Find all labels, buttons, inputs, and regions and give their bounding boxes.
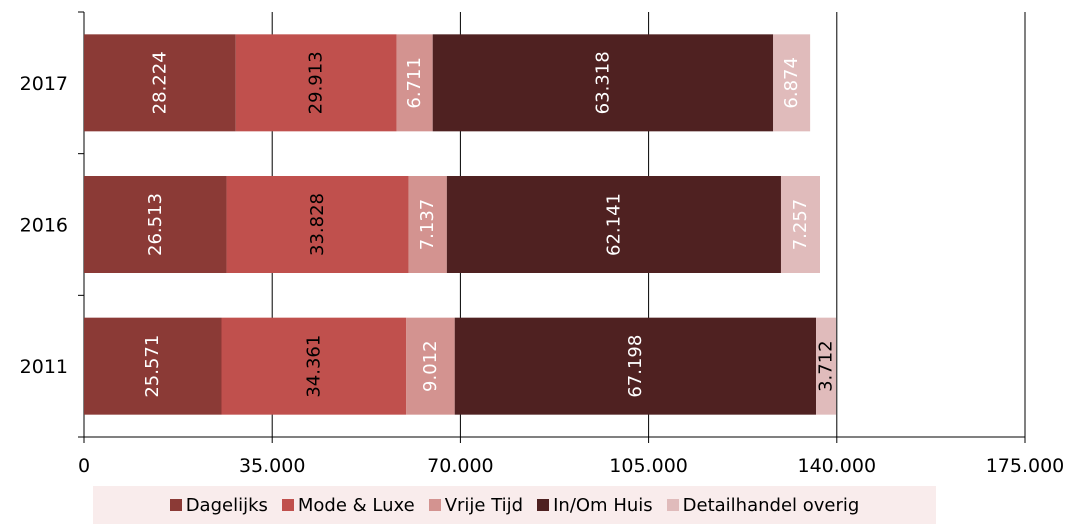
bar-segment (84, 317, 222, 415)
legend-item: Vrije Tijd (428, 494, 524, 516)
x-tick-label: 0 (78, 455, 90, 477)
bar-segment (235, 34, 397, 132)
data-label: 25.571 (142, 335, 163, 398)
legend-swatch (169, 499, 182, 511)
y-tick-label: 2017 (20, 73, 68, 95)
bar-segment (432, 34, 774, 132)
x-tick-label: 140.000 (798, 455, 877, 477)
y-tick-label: 2016 (20, 215, 68, 237)
bar-segment (226, 176, 409, 273)
legend-label: In/Om Huis (553, 494, 653, 516)
x-tick-label: 175.000 (986, 455, 1065, 477)
legend-label: Mode & Luxe (297, 494, 415, 516)
x-tick-label: 70.000 (427, 455, 493, 477)
legend-label: Dagelijks (185, 494, 268, 516)
data-label: 62.141 (603, 193, 624, 256)
bar-segment (221, 317, 407, 415)
bar-segment (816, 317, 837, 415)
bar-segment (773, 34, 811, 132)
data-label: 7.257 (790, 199, 811, 251)
data-label: 29.913 (306, 51, 327, 114)
legend-item: Detailhandel overig (666, 494, 860, 516)
legend-swatch (428, 499, 441, 511)
bar-segment (84, 176, 227, 273)
data-label: 28.224 (149, 51, 170, 114)
bar-segment (396, 34, 433, 132)
data-label: 67.198 (625, 335, 646, 398)
data-label: 26.513 (145, 193, 166, 256)
legend-item: Dagelijks (169, 494, 268, 516)
legend-label: Detailhandel overig (682, 494, 860, 516)
bar-segment (446, 176, 781, 273)
legend-swatch (281, 499, 294, 511)
y-tick-label: 2011 (20, 356, 68, 378)
x-tick-label: 35.000 (239, 455, 305, 477)
legend-item: In/Om Huis (537, 495, 653, 516)
chart: 0 35.000 70.000 105.000 140.000 175.000 2017 28… (20, 11, 1065, 477)
data-label: 6.711 (404, 57, 425, 109)
legend-item: Mode & Luxe (281, 494, 415, 516)
legend-swatch (666, 499, 679, 511)
bar-segment (406, 317, 455, 415)
data-label: 3.712 (816, 340, 837, 392)
data-label: 33.828 (307, 193, 328, 256)
bar-segment (454, 317, 817, 415)
x-tick-label: 105.000 (609, 455, 688, 477)
legend-label: Vrije Tijd (444, 494, 524, 516)
data-label: 63.318 (592, 51, 613, 114)
bar-segment (84, 34, 236, 132)
data-label: 34.361 (303, 335, 324, 398)
legend-swatch (537, 499, 550, 511)
data-label: 6.874 (781, 57, 802, 109)
data-label: 7.137 (417, 199, 438, 251)
bar-segment (408, 176, 447, 273)
bar-segment (780, 176, 821, 273)
legend: Dagelijks Mode & Luxe Vrije Tijd In/Om Huis… (93, 486, 936, 524)
data-label: 9.012 (420, 340, 441, 392)
